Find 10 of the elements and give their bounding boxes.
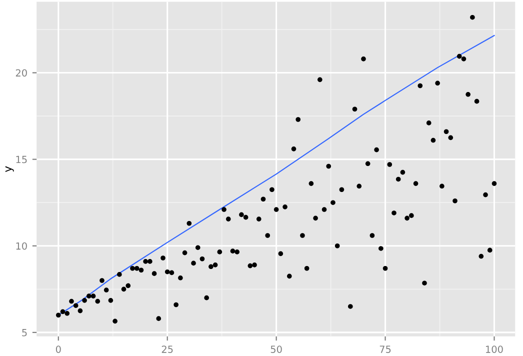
y-axis-title: y <box>5 166 14 172</box>
x-tick-label: 25 <box>162 346 173 353</box>
y-tick-label: 15 <box>16 156 27 164</box>
y-tick-label: 20 <box>16 69 27 77</box>
x-tick-label: 100 <box>486 346 503 353</box>
x-tick-label: 0 <box>56 346 61 353</box>
x-tick-label: 50 <box>270 346 282 353</box>
x-tick-label: 75 <box>380 346 391 353</box>
y-tick-label: 10 <box>16 242 27 250</box>
y-tick-label: 5 <box>22 329 27 336</box>
